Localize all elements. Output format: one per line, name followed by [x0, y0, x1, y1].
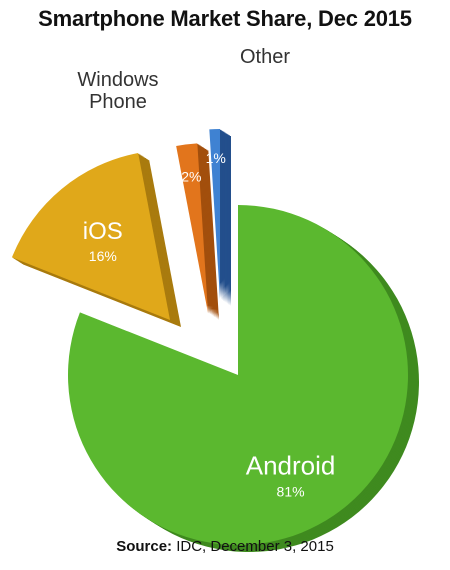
slice-label-other: Other	[240, 46, 290, 68]
slice-windows-phone	[176, 143, 208, 313]
slice-value-ios: 16%	[89, 248, 117, 264]
slice-label-ios: iOS	[83, 218, 123, 245]
slice-label-windows-phone: Windows Phone	[77, 69, 158, 113]
source-note: Source: IDC, December 3, 2015	[0, 538, 450, 555]
slice-value-windows-phone: 2%	[181, 168, 201, 184]
source-label: Source:	[116, 538, 173, 555]
chart-title: Smartphone Market Share, Dec 2015	[38, 6, 412, 31]
source-text: IDC, December 3, 2015	[176, 538, 334, 555]
slice-tops	[11, 129, 409, 546]
slice-label-android: Android	[246, 450, 336, 480]
slice-labels: Android 81% iOS 16% Windows Phone 2% Other 1%	[77, 46, 335, 499]
slice-value-android: 81%	[277, 483, 305, 499]
slice-ios	[11, 153, 170, 320]
slice-value-other: 1%	[206, 150, 226, 166]
slice-android	[68, 205, 409, 546]
slice-other	[209, 129, 220, 299]
